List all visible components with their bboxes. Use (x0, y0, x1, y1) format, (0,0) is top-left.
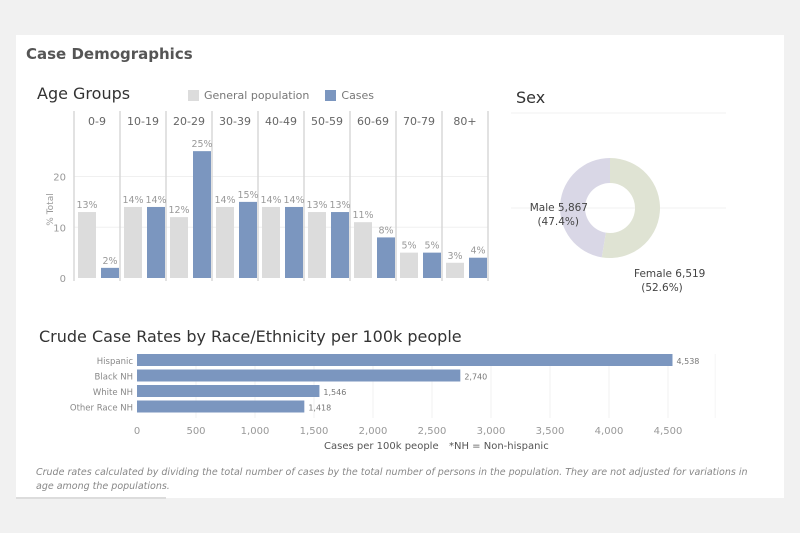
bar-value-label: 3% (447, 251, 462, 262)
legend-swatch-cases (325, 90, 337, 101)
category-label: Black NH (95, 373, 133, 383)
female-percent-label: (52.6%) (641, 282, 683, 294)
bar-value-label: 13% (76, 200, 97, 211)
bar-general-population (170, 217, 188, 278)
bar-value-label: 14% (214, 195, 235, 206)
race-bar (137, 400, 305, 413)
bar-cases (285, 206, 303, 278)
race-bar (137, 369, 461, 382)
bar-cases (193, 151, 211, 278)
bar-cases (377, 237, 395, 278)
footnote: Crude rates calculated by dividing the t… (36, 467, 748, 492)
category-header: 30-39 (219, 115, 251, 128)
bar-value-label: 13% (306, 200, 327, 211)
dashboard-title: Case Demographics (26, 45, 193, 63)
legend-swatch-general-population (188, 90, 199, 101)
bar-cases (147, 206, 165, 278)
age-groups-title: Age Groups (37, 84, 131, 103)
x-tick-label: 2,000 (359, 426, 388, 437)
bar-value-label: 12% (168, 205, 189, 216)
legend-label: Cases (341, 89, 375, 102)
category-header: 40-49 (265, 115, 297, 128)
category-header: 10-19 (127, 115, 159, 128)
category-header: 50-59 (311, 115, 343, 128)
race-x-axis-title: Cases per 100k people (324, 441, 439, 452)
bar-value-label: 5% (424, 241, 439, 252)
bar-value-label: 2,740 (464, 373, 487, 382)
bar-general-population (262, 206, 280, 278)
bar-value-label: 25% (191, 139, 212, 150)
bar-cases (469, 257, 487, 278)
bar-cases (331, 212, 349, 278)
sex-title: Sex (516, 88, 546, 107)
y-tick-label: 20 (53, 173, 66, 184)
bar-value-label: 14% (145, 195, 166, 206)
bar-value-label: 14% (283, 195, 304, 206)
bar-cases (239, 201, 257, 278)
bar-value-label: 1,418 (308, 404, 331, 413)
x-tick-label: 1,000 (241, 426, 270, 437)
donut-slice-male (560, 158, 610, 258)
bar-value-label: 11% (352, 210, 373, 221)
donut-slice-female (601, 158, 661, 258)
bar-value-label: 5% (401, 241, 416, 252)
category-header: 0-9 (88, 115, 106, 128)
bar-value-label: 14% (260, 195, 281, 206)
bar-general-population (124, 206, 142, 278)
bar-general-population (308, 212, 326, 278)
y-tick-label: 10 (53, 223, 66, 234)
dashboard-card: Case Demographics Age Groups General pop… (16, 35, 784, 498)
bar-value-label: 1,546 (323, 388, 346, 397)
category-label: Other Race NH (70, 404, 133, 414)
age-groups-legend: General population Cases (188, 89, 390, 102)
bar-value-label: 4% (470, 246, 485, 257)
race-note: *NH = Non-hispanic (449, 441, 549, 452)
male-percent-label: (47.4%) (537, 216, 579, 228)
card-shadow (16, 497, 166, 499)
bar-cases (101, 267, 119, 278)
sex-chart: Male 5,867 (47.4%) Female 6,519 (52.6%) (511, 112, 726, 294)
legend-item-cases[interactable]: Cases (325, 89, 374, 102)
bar-value-label: 2% (102, 256, 117, 267)
bar-value-label: 4,538 (676, 357, 699, 366)
bar-general-population (216, 206, 234, 278)
bar-value-label: 8% (378, 225, 393, 236)
x-tick-label: 500 (186, 426, 205, 437)
race-bar (137, 354, 673, 366)
bar-general-population (446, 262, 464, 278)
x-tick-label: 4,000 (595, 426, 624, 437)
x-tick-label: 1,500 (300, 426, 329, 437)
race-chart-title: Crude Case Rates by Race/Ethnicity per 1… (39, 327, 462, 346)
race-bar (137, 385, 320, 397)
bar-general-population (354, 222, 372, 278)
female-label: Female 6,519 (634, 268, 705, 280)
bar-general-population (400, 252, 418, 278)
bar-value-label: 15% (237, 190, 258, 201)
x-tick-label: 3,500 (536, 426, 565, 437)
y-tick-label: 0 (60, 274, 66, 285)
category-label: Hispanic (97, 357, 134, 367)
male-label: Male 5,867 (530, 202, 588, 214)
race-ethnicity-chart: 0 500 1,000 1,500 2,000 2,500 3,000 3,500 4,000 4… (70, 354, 716, 437)
x-tick-label: 3,000 (477, 426, 506, 437)
x-tick-label: 2,500 (418, 426, 447, 437)
legend-item-general-population[interactable]: General population (188, 89, 309, 102)
category-header: 60-69 (357, 115, 389, 128)
legend-label: General population (204, 89, 310, 102)
category-label: White NH (93, 388, 133, 398)
category-header: 20-29 (173, 115, 205, 128)
bar-general-population (78, 212, 96, 278)
category-header: 70-79 (403, 115, 435, 128)
y-axis-title: % Total (46, 193, 56, 225)
bar-cases (423, 252, 441, 278)
bar-value-label: 13% (329, 200, 350, 211)
bar-value-label: 14% (122, 195, 143, 206)
category-header: 80+ (453, 115, 476, 128)
x-tick-label: 0 (134, 426, 140, 437)
x-tick-label: 4,500 (654, 426, 683, 437)
